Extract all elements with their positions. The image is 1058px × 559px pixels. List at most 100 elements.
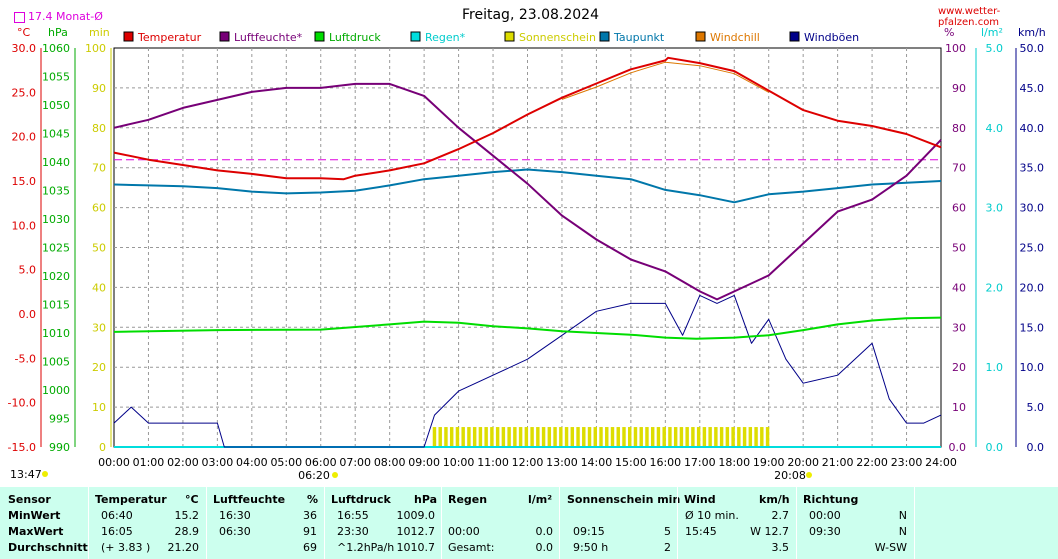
site-link[interactable]: www.wetter-pfalzen.com [938, 6, 1001, 28]
stats-press-v-1: 1012.7 [396, 525, 436, 538]
legend-label: Windböen [804, 31, 859, 44]
stats-press-v-0: 1009.0 [396, 509, 436, 522]
x-tick-label: 08:00 [374, 456, 406, 469]
x-tick-label: 24:00 [925, 456, 957, 469]
stats-dir-v-0: N [898, 509, 907, 522]
stats-wind-t-1: 15:45 [685, 525, 717, 538]
legend-label: Luftdruck [329, 31, 381, 44]
weather-chart: 30.0 25.0 20.0 15.0 10.0 5.0 0.0 -5.0 -10.0 -15.0… [8, 26, 1046, 482]
series-line-windchill [561, 61, 769, 100]
stats-press-t-0: 16:55 [337, 509, 369, 522]
sunshine-bar [668, 427, 672, 447]
legend-label: Luftfeuchte* [234, 31, 303, 44]
x-tick-label: 17:00 [684, 456, 716, 469]
sunshine-bar [742, 427, 747, 447]
x-tick-label: 23:00 [891, 456, 923, 469]
wind-axis-tick: 20.0 [1020, 281, 1045, 294]
wind-axis-tick: 50.0 [1020, 42, 1045, 55]
stats-label-2: Durchschnitt [8, 541, 88, 554]
series-line-luftdruck [113, 316, 942, 340]
temp-axis-tick: 10.0 [12, 219, 37, 232]
stats-header-sensor: Sensor [8, 493, 51, 506]
x-tick-label: 13:00 [546, 456, 578, 469]
pressure-axis-label: hPa [48, 26, 68, 39]
wind-axis-tick: 25.0 [1020, 242, 1045, 255]
pressure-axis-tick: 1030 [42, 213, 70, 226]
sunshine-axis-tick: 60 [92, 202, 106, 215]
sunshine-bar [656, 427, 661, 447]
stats-press-t-1: 23:30 [337, 525, 369, 538]
x-tick-label: 00:00 [98, 456, 130, 469]
legend-label: Regen* [425, 31, 466, 44]
pressure-axis-tick: 1010 [42, 327, 70, 340]
legend-swatch [599, 31, 610, 42]
humidity-axis-tick: 100 [945, 42, 966, 55]
humidity-axis-label: % [944, 26, 954, 39]
rain-axis-tick: 3.0 [986, 202, 1004, 215]
sunshine-bar [754, 427, 758, 447]
x-tick-label: 15:00 [615, 456, 647, 469]
humidity-axis-tick: 60 [952, 202, 966, 215]
wind-axis-tick: 5.0 [1027, 401, 1045, 414]
wind-axis-label: km/h [1018, 26, 1046, 39]
sunshine-bar [719, 427, 724, 447]
humidity-axis-tick: 40 [952, 281, 966, 294]
legend-swatch [123, 31, 134, 42]
stats-hum-t-0: 16:30 [219, 509, 251, 522]
pressure-axis-tick: 1035 [42, 185, 70, 198]
x-tick-label: 20:00 [787, 456, 819, 469]
humidity-axis-tick: 50 [952, 242, 966, 255]
temp-axis-tick: 20.0 [12, 131, 37, 144]
temp-axis-tick: 5.0 [19, 264, 37, 277]
stats-label-1: MaxWert [8, 525, 64, 538]
x-tick-label: 09:00 [408, 456, 440, 469]
rain-axis-tick: 1.0 [986, 361, 1004, 374]
x-tick-label: 10:00 [443, 456, 475, 469]
stats-wind-v-0: 2.7 [771, 509, 790, 522]
humidity-axis-tick: 70 [952, 162, 966, 175]
sunshine-bar [610, 427, 615, 447]
wind-axis-tick: 30.0 [1020, 202, 1045, 215]
sunset-icon [806, 472, 812, 478]
stats-header-wind-unit: km/h [759, 493, 790, 506]
sunshine-bar [725, 427, 730, 447]
humidity-axis-tick: 0.0 [949, 441, 967, 454]
sunshine-bar [731, 427, 735, 447]
stats-wind-v-1: W 12.7 [750, 525, 789, 538]
rain-axis-tick: 5.0 [986, 42, 1004, 55]
stats-dir-v-1: N [898, 525, 907, 538]
legend-swatch [314, 31, 325, 42]
wind-axis-tick: 45.0 [1020, 82, 1045, 95]
wind-axis-tick: 15.0 [1020, 321, 1045, 334]
pressure-axis-tick: 995 [49, 413, 70, 426]
sunshine-bar [685, 427, 689, 447]
sunshine-bar [576, 427, 580, 447]
time-left-label: 13:47 [10, 468, 42, 481]
sunshine-bar [702, 427, 707, 447]
temp-axis-tick: 15.0 [12, 175, 37, 188]
sunshine-bar [559, 427, 563, 447]
sunshine-bar [438, 427, 442, 447]
stats-hum-v-1: 91 [303, 525, 317, 538]
sunshine-bar [501, 427, 506, 447]
legend-label: Taupunkt [613, 31, 665, 44]
temp-axis-tick: -15.0 [8, 441, 36, 454]
sunshine-bar [633, 427, 638, 447]
sunshine-bar [467, 427, 471, 447]
stats-sun-t-2: 9:50 h [573, 541, 609, 554]
sunshine-bar [605, 427, 609, 447]
temp-axis-tick: -5.0 [15, 352, 36, 365]
legend-swatch [219, 31, 230, 42]
sunshine-bar [650, 427, 655, 447]
stats-dir-t-0: 00:00 [809, 509, 841, 522]
wind-axis-tick: 10.0 [1020, 361, 1045, 374]
wind-axis-tick: 40.0 [1020, 122, 1045, 135]
stats-header-press-unit: hPa [414, 493, 438, 506]
stats-hum-v-0: 36 [303, 509, 317, 522]
sunshine-axis-tick: 80 [92, 122, 106, 135]
sunshine-axis-tick: 70 [92, 162, 106, 175]
stats-header-dir: Richtung [803, 493, 859, 506]
series-line-taupunkt [113, 168, 942, 204]
sunshine-bar [582, 427, 586, 447]
sunrise-label: 06:20 [298, 469, 330, 482]
